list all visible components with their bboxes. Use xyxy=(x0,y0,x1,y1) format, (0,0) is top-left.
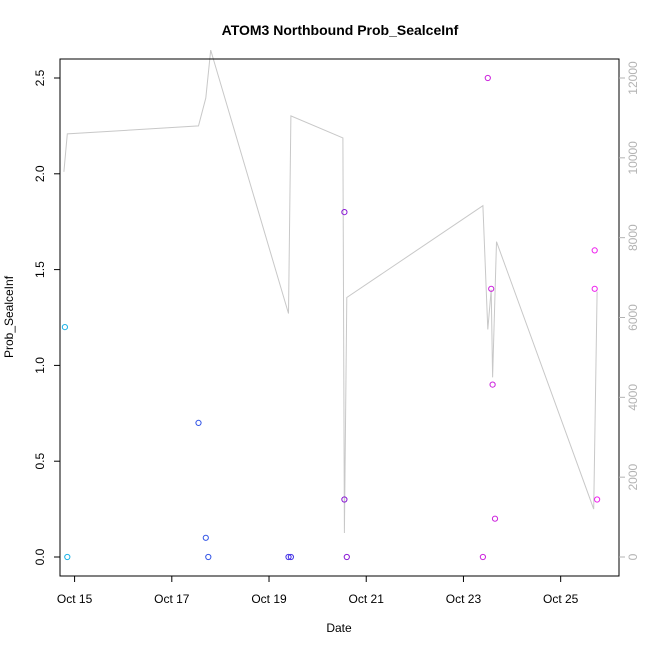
secondary-series-line xyxy=(63,49,598,534)
x-tick-label-5: Oct 25 xyxy=(543,592,579,606)
y-tick-label-2: 1.0 xyxy=(33,357,47,374)
data-point-15 xyxy=(591,247,598,254)
y2-tick-label-2: 4000 xyxy=(626,384,640,411)
data-point-0 xyxy=(61,324,69,331)
data-point-8 xyxy=(341,496,348,503)
data-point-12 xyxy=(488,285,495,292)
data-point-5 xyxy=(285,553,292,561)
points-layer xyxy=(61,74,601,561)
y2-tick-label-0: 0 xyxy=(626,553,640,560)
y2-tick-label-1: 2000 xyxy=(626,463,640,490)
y-tick-label-4: 2.0 xyxy=(33,165,47,182)
x-tick-label-1: Oct 17 xyxy=(154,592,190,606)
x-tick-label-2: Oct 19 xyxy=(251,592,287,606)
x-tick-label-4: Oct 23 xyxy=(446,592,482,606)
secondary-line-layer xyxy=(63,49,598,534)
y-axis-left: 0.0 0.5 1.0 1.5 2.0 2.5 xyxy=(33,69,60,565)
y2-tick-label-3: 6000 xyxy=(626,304,640,331)
y2-tick-label-5: 10000 xyxy=(626,141,640,175)
data-point-11 xyxy=(484,74,491,82)
y-tick-label-5: 2.5 xyxy=(33,69,47,86)
data-point-2 xyxy=(195,419,202,426)
y-axis-label: Prob_SealceInf xyxy=(2,275,16,358)
x-tick-label-3: Oct 21 xyxy=(349,592,385,606)
data-point-7 xyxy=(341,209,348,216)
y-tick-label-3: 1.5 xyxy=(33,261,47,278)
x-tick-label-0: Oct 15 xyxy=(57,592,93,606)
y-tick-label-1: 0.5 xyxy=(33,453,47,470)
data-point-14 xyxy=(491,515,499,522)
data-point-4 xyxy=(205,553,212,561)
data-point-6 xyxy=(287,553,294,561)
data-point-16 xyxy=(591,285,598,292)
data-point-10 xyxy=(479,553,486,561)
data-point-13 xyxy=(489,381,496,388)
data-point-3 xyxy=(202,534,209,541)
y-axis-right: 0 2000 4000 6000 8000 10000 12000 xyxy=(619,61,640,560)
data-point-17 xyxy=(594,496,601,503)
y-tick-label-0: 0.0 xyxy=(33,548,47,565)
data-point-1 xyxy=(64,553,71,561)
x-axis-label: Date xyxy=(326,621,352,635)
y2-tick-label-4: 8000 xyxy=(626,224,640,251)
data-point-9 xyxy=(343,553,350,561)
chart-title: ATOM3 Northbound Prob_SealceInf xyxy=(222,22,459,38)
y2-tick-label-6: 12000 xyxy=(626,61,640,95)
x-axis: Oct 15 Oct 17 Oct 19 Oct 21 Oct 23 Oct 25 xyxy=(57,576,579,606)
